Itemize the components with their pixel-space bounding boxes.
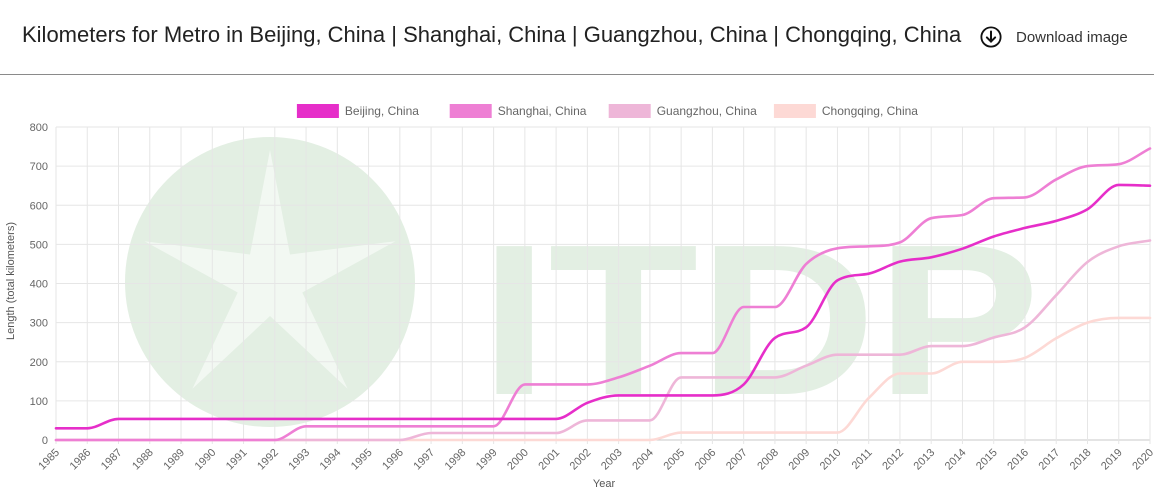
legend-label-shanghai-china: Shanghai, China: [498, 104, 587, 118]
y-tick-label: 600: [30, 200, 48, 212]
chart-header: Kilometers for Metro in Beijing, China |…: [0, 0, 1154, 75]
x-tick-label: 2009: [786, 447, 812, 473]
y-tick-label: 800: [30, 122, 48, 134]
watermark-star: [144, 150, 396, 389]
series-lines: [54, 147, 1152, 442]
x-tick-label: 2003: [599, 447, 625, 473]
x-tick-label: 2010: [818, 447, 844, 473]
x-tick-label: 2014: [943, 447, 969, 473]
x-tick-label: 1996: [380, 447, 406, 473]
y-tick-label: 500: [30, 239, 48, 251]
x-tick-label: 2000: [505, 447, 531, 473]
x-tick-label: 2007: [724, 447, 750, 473]
x-tick-label: 1993: [286, 447, 312, 473]
x-tick-label: 1990: [193, 447, 219, 473]
x-tick-label: 2002: [568, 447, 594, 473]
x-tick-label: 1995: [349, 447, 375, 473]
watermark-logo: ITDP: [125, 137, 1040, 440]
legend-swatch-guangzhou-china: [608, 104, 651, 118]
x-tick-label: 2004: [630, 447, 656, 473]
legend-swatch-shanghai-china: [449, 104, 492, 118]
x-tick-label: 2005: [661, 447, 687, 473]
download-image-button[interactable]: Download image: [980, 22, 1128, 52]
y-tick-label: 200: [30, 357, 48, 369]
x-tick-label: 1994: [318, 447, 344, 473]
x-tick-label: 2017: [1037, 447, 1063, 473]
download-icon: [980, 26, 1002, 48]
x-tick-label: 2018: [1068, 447, 1094, 473]
series-line-beijing-china: [54, 183, 1152, 430]
x-tick-label: 1998: [443, 447, 469, 473]
y-tick-label: 400: [30, 279, 48, 291]
x-tick-label: 1991: [224, 447, 250, 473]
y-axis-label: Length (total kilometers): [5, 222, 17, 340]
x-tick-label: 2013: [912, 447, 938, 473]
chart-legend: Beijing, China Shanghai, China Guangzhou, …: [296, 104, 918, 118]
legend-label-beijing-china: Beijing, China: [345, 104, 419, 118]
download-label: Download image: [1016, 28, 1128, 46]
legend-swatch-beijing-china: [296, 104, 339, 118]
chart-area: ITDP 0 100 200 300 400 500 600 700 800 1985 1986 19…: [0, 76, 1154, 494]
chart-title: Kilometers for Metro in Beijing, China |…: [22, 22, 962, 47]
x-tick-label: 1997: [411, 447, 437, 473]
y-tick-label: 300: [30, 318, 48, 330]
x-tick-label: 2006: [693, 447, 719, 473]
x-tick-label: 2001: [536, 447, 562, 473]
x-tick-label: 1988: [130, 447, 156, 473]
x-tick-label: 2019: [1099, 447, 1125, 473]
x-tick-label: 2012: [880, 447, 906, 473]
series-line-shanghai-china: [54, 147, 1152, 442]
y-tick-label: 0: [42, 435, 48, 447]
x-tick-label: 2020: [1130, 447, 1154, 473]
legend-label-chongqing-china: Chongqing, China: [822, 104, 918, 118]
y-tick-label: 100: [30, 396, 48, 408]
watermark-text: ITDP: [480, 199, 1040, 440]
x-tick-label: 1985: [36, 447, 62, 473]
legend-label-guangzhou-china: Guangzhou, China: [657, 104, 757, 118]
x-axis-label: Year: [593, 478, 616, 490]
grid-lines: [55, 126, 1151, 444]
x-tick-label: 1986: [68, 447, 94, 473]
x-tick-label: 1992: [255, 447, 281, 473]
x-tick-label: 2016: [1005, 447, 1031, 473]
y-tick-label: 700: [30, 161, 48, 173]
x-tick-label: 2011: [850, 447, 875, 472]
legend-swatch-chongqing-china: [773, 104, 816, 118]
x-tick-label: 1989: [161, 447, 187, 473]
x-tick-label: 1999: [474, 447, 500, 473]
x-tick-label: 1987: [99, 447, 125, 473]
x-tick-label: 2008: [755, 447, 781, 473]
x-tick-label: 2015: [974, 447, 1000, 473]
